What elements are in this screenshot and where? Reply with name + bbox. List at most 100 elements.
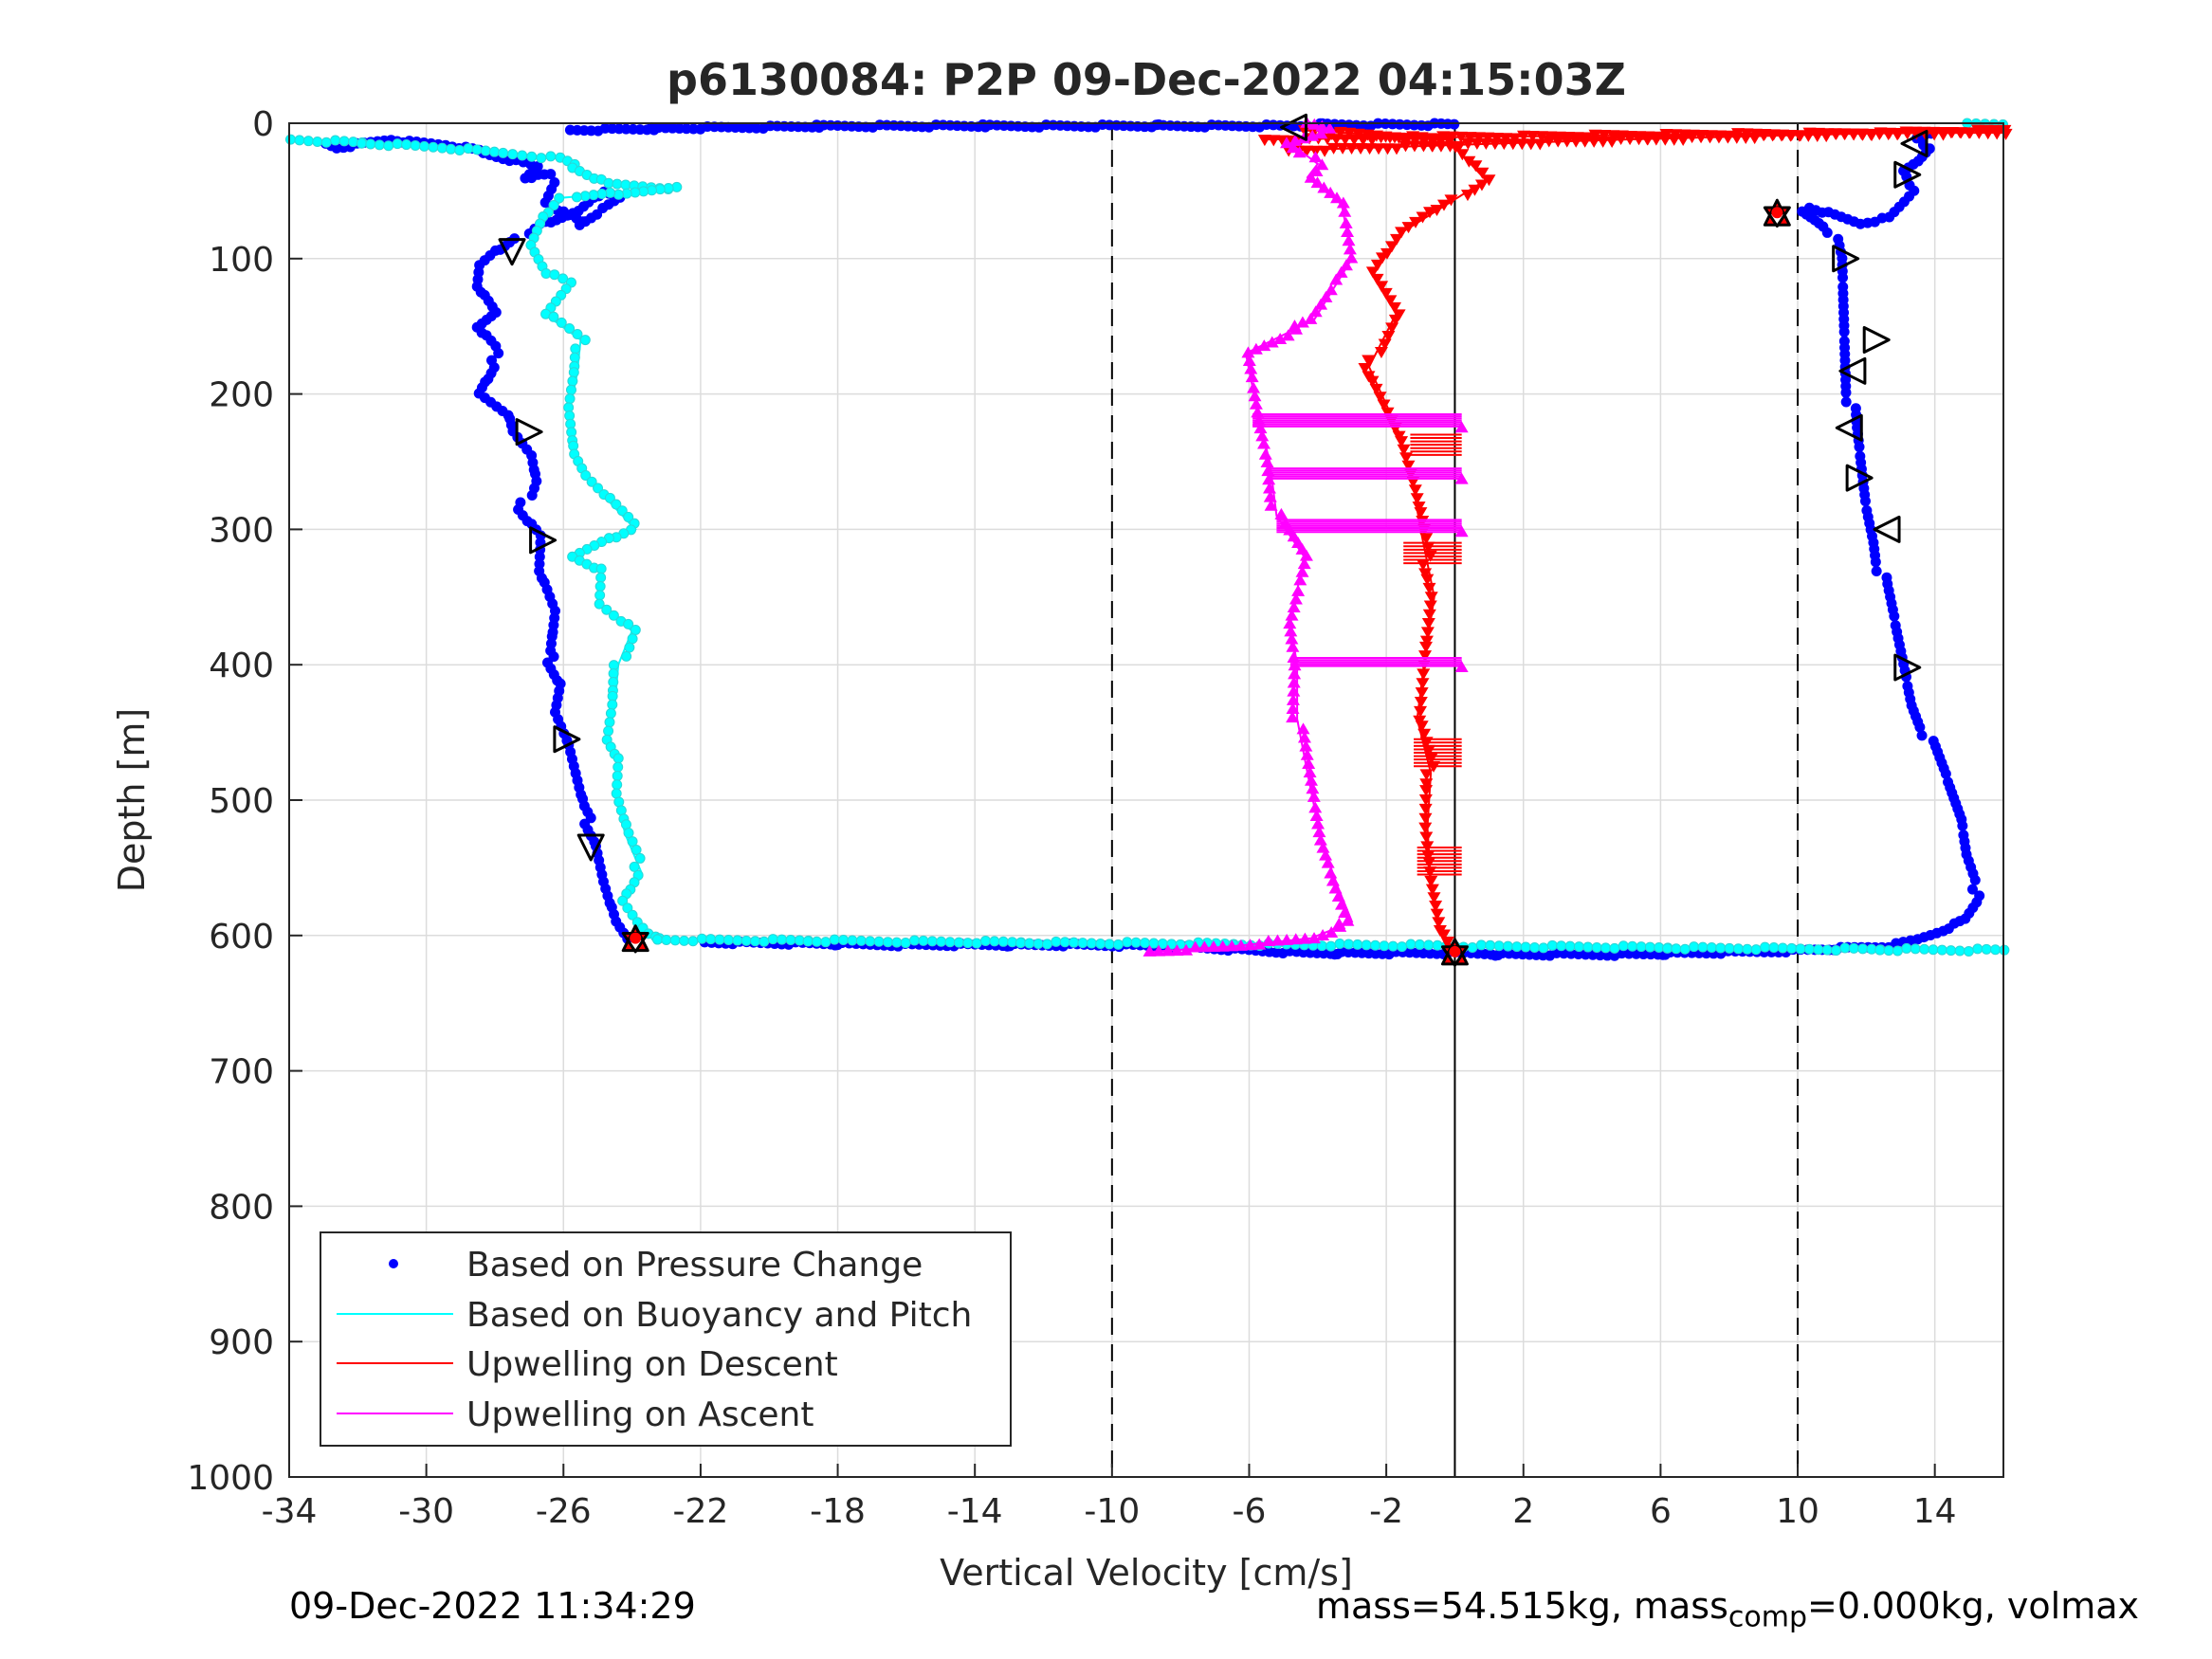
legend-label-ascent: Upwelling on Ascent xyxy=(466,1395,814,1434)
y-tick-label: 400 xyxy=(209,647,274,685)
buoyancy-dot xyxy=(601,604,612,615)
ascent-triangle xyxy=(1197,940,1212,953)
descent-triangle xyxy=(1580,132,1594,144)
ascent-triangle xyxy=(1286,693,1300,705)
ascent-triangle xyxy=(1311,817,1325,830)
buoyancy-dot xyxy=(1086,938,1097,949)
descent-triangle xyxy=(1641,131,1655,143)
descent-triangle xyxy=(1847,129,1861,141)
buoyancy-dot xyxy=(564,322,576,334)
buoyancy-dot xyxy=(1024,938,1035,949)
buoyancy-dot xyxy=(1954,945,1965,957)
descent-triangle xyxy=(1474,179,1489,191)
ascent-triangle xyxy=(1285,632,1299,645)
descent-triangle xyxy=(1318,145,1332,157)
ascent-triangle xyxy=(1249,342,1263,355)
buoyancy-dot xyxy=(1432,939,1443,951)
footer-mass-info: mass=54.515kg, masscomp=0.000kg, volmax xyxy=(1316,1585,2139,1634)
descent-triangle xyxy=(1482,174,1496,187)
descent-triangle xyxy=(1444,194,1458,207)
descent-triangle xyxy=(1338,134,1352,146)
ascent-triangle xyxy=(1288,319,1302,332)
ascent-triangle xyxy=(1286,141,1300,154)
buoyancy-dot xyxy=(669,935,681,946)
buoyancy-dot xyxy=(1130,937,1142,948)
buoyancy-dot xyxy=(944,937,956,948)
buoyancy-dot xyxy=(617,895,629,906)
ascent-triangle xyxy=(1307,932,1322,944)
descent-triangle xyxy=(1596,136,1610,148)
buoyancy-dot xyxy=(980,935,992,946)
descent-triangle xyxy=(1533,138,1547,151)
descent-triangle xyxy=(1740,128,1754,140)
buoyancy-dot xyxy=(1848,942,1859,954)
buoyancy-dot xyxy=(623,618,634,629)
ascent-triangle xyxy=(1315,158,1329,171)
buoyancy-dot xyxy=(1511,941,1523,953)
buoyancy-dot xyxy=(1556,940,1567,952)
x-tick-label: -6 xyxy=(1233,1492,1267,1531)
ascent-triangle xyxy=(1295,542,1309,555)
buoyancy-dot xyxy=(1742,943,1753,955)
legend-label-descent: Upwelling on Descent xyxy=(466,1345,838,1384)
pressure-dot xyxy=(1902,681,1913,692)
ascent-triangle xyxy=(1263,490,1277,502)
buoyancy-dot xyxy=(1857,943,1869,955)
descent-triangle xyxy=(1963,127,1977,139)
buoyancy-dot xyxy=(1671,943,1682,955)
legend: Based on Pressure Change Based on Buoyan… xyxy=(320,1231,1012,1447)
buoyancy-dot xyxy=(612,178,623,190)
buoyancy-dot xyxy=(507,149,519,160)
ascent-triangle xyxy=(1286,702,1300,714)
descent-triangle xyxy=(1420,627,1435,639)
descent-triangle xyxy=(1422,857,1436,869)
descent-triangle xyxy=(1910,128,1924,140)
buoyancy-dot xyxy=(722,935,734,946)
y-tick-label: 700 xyxy=(209,1053,274,1092)
descent-triangle xyxy=(1570,132,1584,144)
buoyancy-dot xyxy=(1414,939,1425,950)
descent-triangle xyxy=(1372,143,1386,155)
ascent-triangle xyxy=(1324,186,1338,198)
buoyancy-dot xyxy=(401,139,412,151)
descent-triangle xyxy=(1420,574,1435,586)
ascent-triangle xyxy=(1287,676,1301,688)
descent-triangle xyxy=(1882,127,1896,139)
ascent-triangle xyxy=(1242,354,1256,366)
buoyancy-dot xyxy=(356,137,367,149)
descent-triangle xyxy=(1463,132,1477,144)
buoyancy-dot xyxy=(1786,942,1798,954)
descent-triangle xyxy=(1865,130,1879,142)
pressure-dot xyxy=(1881,572,1892,583)
ascent-triangle xyxy=(1300,748,1314,760)
ascent-triangle xyxy=(1304,774,1318,786)
descent-triangle xyxy=(1398,452,1413,465)
buoyancy-dot xyxy=(554,192,565,204)
buoyancy-dot xyxy=(1104,939,1115,950)
buoyancy-dot xyxy=(1679,943,1691,955)
buoyancy-dot xyxy=(612,779,623,791)
marker-tri-down xyxy=(576,833,605,862)
descent-triangle xyxy=(1784,129,1799,141)
footer-mass-suffix: =0.000kg, volmax xyxy=(1807,1585,2140,1627)
buoyancy-dot xyxy=(517,150,528,161)
descent-triangle xyxy=(1347,134,1362,146)
buoyancy-dot xyxy=(1981,943,1992,955)
descent-triangle xyxy=(1358,363,1372,375)
buoyancy-dot xyxy=(284,134,296,145)
ascent-triangle xyxy=(1284,625,1298,637)
buoyancy-dot xyxy=(1963,945,1974,957)
descent-triangle xyxy=(1515,138,1529,151)
x-tick-label: -30 xyxy=(398,1492,454,1531)
descent-triangle xyxy=(1370,259,1384,271)
buoyancy-dot xyxy=(595,572,607,583)
buoyancy-dot xyxy=(971,938,982,949)
buoyancy-dot xyxy=(1768,942,1780,954)
descent-triangle xyxy=(1453,131,1468,143)
buoyancy-dot xyxy=(1485,939,1496,951)
buoyancy-dot xyxy=(312,136,323,147)
ascent-triangle xyxy=(1244,362,1258,374)
buoyancy-dot xyxy=(1972,943,1983,955)
ascent-triangle xyxy=(1329,273,1344,285)
ascent-triangle xyxy=(1281,329,1295,341)
